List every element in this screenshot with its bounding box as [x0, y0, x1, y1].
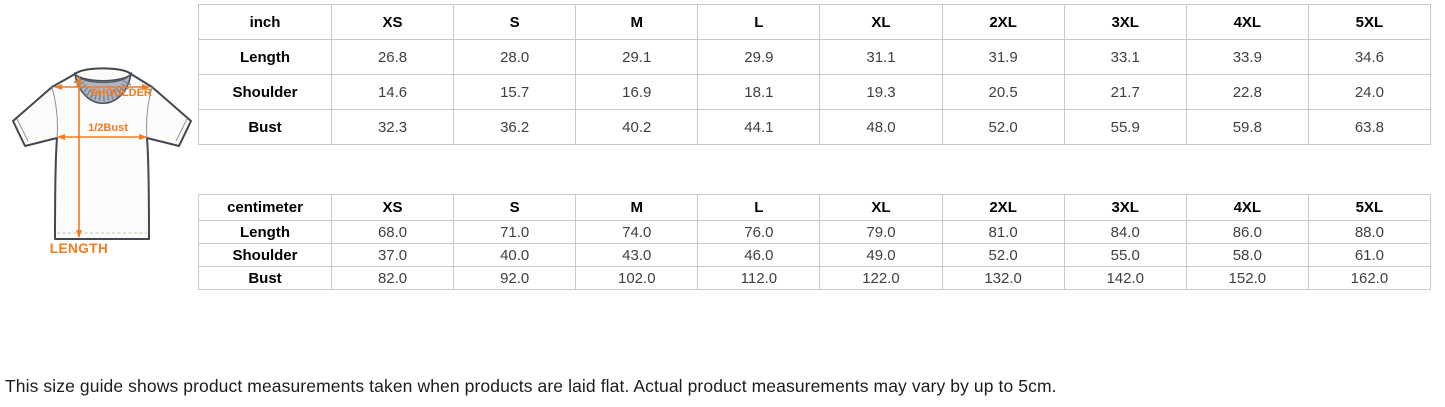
size-value-cell: 68.0 [330, 220, 455, 244]
size-value-cell: 52.0 [941, 243, 1065, 267]
size-column-header: XL [819, 4, 943, 40]
size-value-cell: 61.0 [1307, 243, 1432, 267]
shoulder-label: SHOULDER [90, 87, 152, 99]
size-column-header: XS [330, 194, 455, 221]
size-column-header: 2XL [941, 194, 1065, 221]
centimeter-size-table: centimeter XS S M L XL 2XL 3XL 4XL 5XL Length 68.0 7… [198, 194, 1432, 290]
size-value-cell: 44.1 [697, 109, 821, 145]
size-column-header: L [697, 194, 821, 221]
size-column-header: 4XL [1185, 4, 1309, 40]
bust-label: 1/2Bust [88, 122, 128, 134]
size-column-header: 5XL [1307, 194, 1432, 221]
size-value-cell: 52.0 [941, 109, 1065, 145]
size-value-cell: 55.0 [1063, 243, 1187, 267]
size-column-header: L [697, 4, 821, 40]
size-value-cell: 26.8 [330, 39, 455, 75]
measurement-row-label: Bust [198, 266, 332, 290]
inch-size-table: inch XS S M L XL 2XL 3XL 4XL 5XL Length 26.8 28.0 29.… [198, 4, 1432, 145]
size-value-cell: 29.1 [575, 39, 699, 75]
size-value-cell: 33.9 [1185, 39, 1309, 75]
size-value-cell: 55.9 [1063, 109, 1187, 145]
size-value-cell: 40.2 [575, 109, 699, 145]
size-column-header: S [453, 194, 577, 221]
tshirt-measurement-diagram: SHOULDER 1/2Bust LENGTH [8, 57, 193, 262]
measurement-row-label: Shoulder [198, 243, 332, 267]
unit-header: centimeter [198, 194, 332, 221]
size-value-cell: 152.0 [1185, 266, 1309, 290]
size-value-cell: 36.2 [453, 109, 577, 145]
size-column-header: 3XL [1063, 194, 1187, 221]
size-value-cell: 33.1 [1063, 39, 1187, 75]
size-column-header: M [575, 194, 699, 221]
size-value-cell: 19.3 [819, 74, 943, 110]
size-value-cell: 29.9 [697, 39, 821, 75]
size-column-header: XL [819, 194, 943, 221]
size-guide-note: This size guide shows product measuremen… [5, 376, 1057, 396]
tshirt-icon: SHOULDER 1/2Bust LENGTH [12, 67, 192, 256]
right-sleeve-stitch [175, 118, 188, 142]
size-value-cell: 32.3 [330, 109, 455, 145]
size-value-cell: 20.5 [941, 74, 1065, 110]
size-value-cell: 31.1 [819, 39, 943, 75]
size-column-header: M [575, 4, 699, 40]
left-sleeve-stitch [16, 118, 29, 142]
measurement-row-label: Length [198, 39, 332, 75]
length-label: LENGTH [50, 241, 109, 256]
size-value-cell: 28.0 [453, 39, 577, 75]
size-value-cell: 142.0 [1063, 266, 1187, 290]
size-value-cell: 18.1 [697, 74, 821, 110]
size-value-cell: 22.8 [1185, 74, 1309, 110]
size-value-cell: 79.0 [819, 220, 943, 244]
size-value-cell: 122.0 [819, 266, 943, 290]
size-value-cell: 76.0 [697, 220, 821, 244]
size-value-cell: 162.0 [1307, 266, 1432, 290]
size-value-cell: 112.0 [697, 266, 821, 290]
size-value-cell: 58.0 [1185, 243, 1309, 267]
size-column-header: 3XL [1063, 4, 1187, 40]
size-value-cell: 31.9 [941, 39, 1065, 75]
size-column-header: XS [330, 4, 455, 40]
size-value-cell: 81.0 [941, 220, 1065, 244]
size-column-header: 5XL [1307, 4, 1432, 40]
size-column-header: 2XL [941, 4, 1065, 40]
size-value-cell: 71.0 [453, 220, 577, 244]
size-value-cell: 16.9 [575, 74, 699, 110]
size-value-cell: 48.0 [819, 109, 943, 145]
size-value-cell: 14.6 [330, 74, 455, 110]
size-value-cell: 86.0 [1185, 220, 1309, 244]
size-value-cell: 40.0 [453, 243, 577, 267]
size-value-cell: 63.8 [1307, 109, 1432, 145]
tshirt-body-outline [12, 67, 192, 240]
size-value-cell: 84.0 [1063, 220, 1187, 244]
size-value-cell: 24.0 [1307, 74, 1432, 110]
measurement-row-label: Bust [198, 109, 332, 145]
measurement-row-label: Length [198, 220, 332, 244]
size-value-cell: 43.0 [575, 243, 699, 267]
size-value-cell: 102.0 [575, 266, 699, 290]
size-value-cell: 74.0 [575, 220, 699, 244]
size-value-cell: 88.0 [1307, 220, 1432, 244]
size-value-cell: 46.0 [697, 243, 821, 267]
size-column-header: S [453, 4, 577, 40]
size-value-cell: 15.7 [453, 74, 577, 110]
measurement-row-label: Shoulder [198, 74, 332, 110]
size-value-cell: 82.0 [330, 266, 455, 290]
size-column-header: 4XL [1185, 194, 1309, 221]
size-value-cell: 49.0 [819, 243, 943, 267]
size-value-cell: 21.7 [1063, 74, 1187, 110]
size-value-cell: 59.8 [1185, 109, 1309, 145]
size-value-cell: 37.0 [330, 243, 455, 267]
size-value-cell: 132.0 [941, 266, 1065, 290]
unit-header: inch [198, 4, 332, 40]
size-value-cell: 92.0 [453, 266, 577, 290]
size-value-cell: 34.6 [1307, 39, 1432, 75]
